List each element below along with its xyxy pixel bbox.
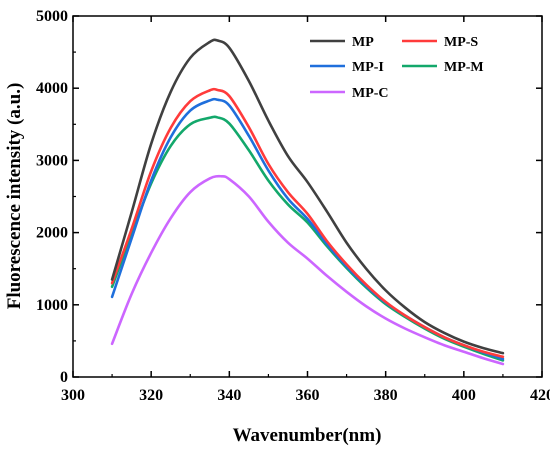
- legend-label-mp: MP: [352, 35, 374, 50]
- legend-label-mp-c: MP-C: [352, 86, 389, 101]
- legend-label-mp-m: MP-M: [444, 60, 484, 75]
- y-tick-label: 0: [60, 369, 68, 386]
- x-tick-label: 340: [217, 387, 241, 404]
- series-line-mp: [110, 38, 505, 355]
- y-axis-title: Fluorescence intensity (a.u.): [4, 83, 25, 310]
- y-tick-label: 4000: [36, 80, 68, 97]
- x-tick-label: 380: [374, 387, 398, 404]
- series-line-mp-s: [110, 87, 505, 359]
- series-line-mp-m: [110, 115, 505, 362]
- x-tick-label: 420: [530, 387, 550, 404]
- x-tick-label: 300: [61, 387, 85, 404]
- x-tick-label: 400: [452, 387, 476, 404]
- legend-label-mp-i: MP-I: [352, 60, 384, 75]
- y-tick-label: 5000: [36, 8, 68, 25]
- series-line-mp-i: [110, 97, 505, 361]
- x-tick-label: 320: [139, 387, 163, 404]
- series-lines: [110, 38, 505, 366]
- legend-label-mp-s: MP-S: [444, 35, 478, 50]
- y-tick-label: 1000: [36, 297, 68, 314]
- legend: MP MP-S MP-I MP-M MP-C: [310, 35, 484, 101]
- plot-area: 300 320 340 360 380 400 420 0 1000 2000 3000 4000 50…: [36, 8, 550, 404]
- series-line-mp-c: [110, 174, 505, 366]
- tick-labels: 300 320 340 360 380 400 420 0 1000 2000 3000 4000 50…: [36, 8, 550, 404]
- y-tick-label: 2000: [36, 225, 68, 242]
- x-tick-label: 360: [296, 387, 320, 404]
- x-axis-title: Wavenumber(nm): [233, 425, 382, 446]
- tick-marks: [72, 15, 543, 378]
- y-tick-label: 3000: [36, 152, 68, 169]
